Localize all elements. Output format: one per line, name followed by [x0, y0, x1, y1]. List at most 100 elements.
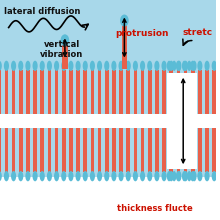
Ellipse shape	[177, 171, 182, 181]
Bar	[26, 128, 30, 172]
Ellipse shape	[182, 61, 187, 71]
Bar	[33, 128, 37, 172]
Ellipse shape	[126, 171, 131, 181]
Ellipse shape	[190, 171, 195, 181]
Ellipse shape	[68, 61, 73, 71]
Ellipse shape	[187, 61, 192, 71]
Bar	[184, 70, 187, 114]
Ellipse shape	[192, 171, 197, 181]
Ellipse shape	[192, 61, 197, 71]
Ellipse shape	[61, 171, 66, 181]
Bar	[134, 70, 137, 114]
Ellipse shape	[176, 61, 181, 71]
Ellipse shape	[33, 171, 38, 181]
Bar	[105, 128, 108, 172]
Ellipse shape	[147, 171, 152, 181]
Bar	[155, 70, 159, 114]
Ellipse shape	[111, 171, 116, 181]
Bar	[0, 177, 220, 220]
Ellipse shape	[83, 171, 88, 181]
Ellipse shape	[212, 61, 217, 71]
Ellipse shape	[212, 171, 217, 181]
Ellipse shape	[154, 61, 160, 71]
Bar	[126, 128, 130, 172]
Ellipse shape	[68, 171, 73, 181]
Ellipse shape	[119, 171, 124, 181]
Ellipse shape	[61, 61, 66, 71]
Text: stretc: stretc	[183, 28, 213, 37]
Ellipse shape	[97, 171, 102, 181]
Ellipse shape	[133, 171, 138, 181]
Bar	[213, 128, 216, 172]
Ellipse shape	[4, 61, 9, 71]
Ellipse shape	[47, 61, 52, 71]
Ellipse shape	[190, 61, 195, 71]
Bar	[184, 128, 187, 172]
Ellipse shape	[90, 61, 95, 71]
Bar	[205, 70, 209, 114]
Ellipse shape	[140, 61, 145, 71]
Bar	[26, 70, 30, 114]
Bar	[141, 128, 144, 172]
Ellipse shape	[111, 61, 116, 71]
Bar	[213, 70, 216, 114]
Bar	[112, 70, 116, 114]
Bar	[48, 70, 51, 114]
Ellipse shape	[104, 61, 109, 71]
Text: thickness flucte: thickness flucte	[117, 204, 192, 213]
Bar	[5, 70, 8, 114]
Bar	[155, 128, 159, 172]
Ellipse shape	[54, 171, 59, 181]
Ellipse shape	[61, 34, 69, 46]
Ellipse shape	[25, 171, 31, 181]
Text: lateral diffusion: lateral diffusion	[4, 7, 81, 16]
Bar	[48, 128, 51, 172]
Bar	[40, 70, 44, 114]
Bar	[105, 70, 108, 114]
Bar	[177, 128, 180, 172]
Ellipse shape	[90, 171, 95, 181]
Bar	[0, 128, 1, 172]
Ellipse shape	[183, 61, 188, 71]
Ellipse shape	[147, 61, 152, 71]
Ellipse shape	[33, 61, 38, 71]
Bar	[62, 70, 66, 114]
Ellipse shape	[177, 61, 182, 71]
Bar	[91, 128, 94, 172]
Bar	[12, 70, 15, 114]
Bar	[83, 70, 87, 114]
Bar	[191, 128, 194, 172]
Ellipse shape	[161, 61, 167, 71]
Bar	[33, 70, 37, 114]
Bar	[167, 73, 197, 169]
Ellipse shape	[167, 171, 171, 181]
Ellipse shape	[104, 171, 109, 181]
Ellipse shape	[11, 171, 16, 181]
Bar	[134, 128, 137, 172]
Bar	[148, 70, 152, 114]
Ellipse shape	[40, 61, 45, 71]
Bar	[19, 70, 22, 114]
Ellipse shape	[25, 61, 31, 71]
Bar	[62, 128, 66, 172]
Bar	[148, 128, 152, 172]
Ellipse shape	[47, 171, 52, 181]
Bar	[177, 70, 180, 114]
Ellipse shape	[119, 61, 124, 71]
Bar	[12, 128, 15, 172]
Bar	[162, 128, 166, 172]
Ellipse shape	[75, 171, 81, 181]
Ellipse shape	[176, 171, 181, 181]
Ellipse shape	[40, 171, 45, 181]
Ellipse shape	[11, 61, 16, 71]
Bar	[91, 70, 94, 114]
Bar	[19, 128, 22, 172]
Ellipse shape	[172, 171, 176, 181]
Ellipse shape	[169, 171, 174, 181]
Ellipse shape	[219, 171, 220, 181]
Bar	[141, 70, 144, 114]
Bar	[162, 70, 166, 114]
Ellipse shape	[0, 61, 2, 71]
Ellipse shape	[197, 171, 202, 181]
Ellipse shape	[161, 171, 167, 181]
